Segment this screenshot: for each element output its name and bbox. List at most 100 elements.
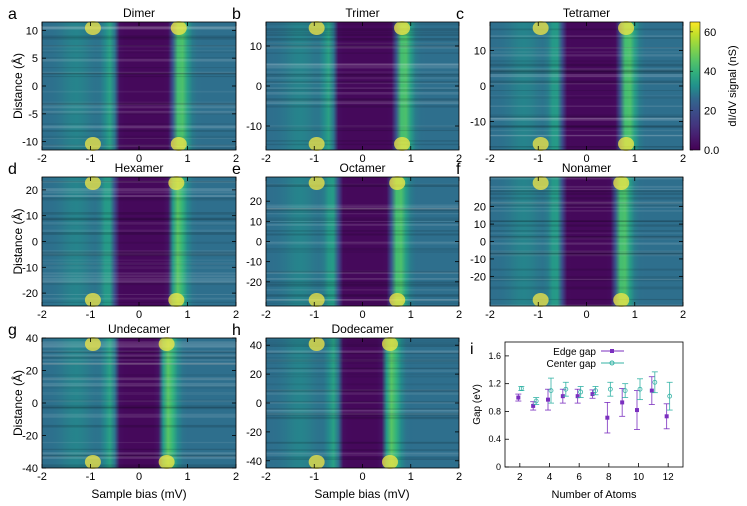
x-tick-label: -1 — [309, 471, 319, 483]
x-tick-label: -1 — [533, 153, 543, 165]
y-tick-label: 10 — [26, 211, 38, 223]
panel-letter: i — [470, 341, 474, 358]
heatmap-image — [266, 338, 459, 468]
y-tick-label: -20 — [22, 288, 38, 300]
y-tick-label: -10 — [470, 117, 486, 129]
data-point — [605, 415, 610, 420]
y-tick-label: -10 — [246, 121, 262, 133]
end-peaks — [532, 21, 635, 151]
x-tick-label: -1 — [533, 309, 543, 321]
panel-g: -2 -1 0 1 2 40 20 0 -20 -40 Undecamer g — [8, 322, 239, 483]
colorbar: 60 40 20 0.0 dI/dV signal (nS) — [689, 21, 739, 157]
panel-h: -2 -1 0 1 2 40 20 0 -20 -40 Dodecamer h — [232, 322, 462, 483]
end-peaks — [84, 21, 187, 151]
panel-letter: h — [232, 322, 241, 339]
panel-title: Dodecamer — [331, 322, 393, 336]
data-point — [563, 386, 569, 392]
x-tick-label: 0 — [583, 309, 589, 321]
data-point — [593, 388, 598, 394]
data-point — [664, 414, 669, 419]
data-point — [518, 386, 524, 391]
x-tick-label: -1 — [309, 309, 319, 321]
x-tick-label: 12 — [663, 472, 675, 483]
colorbar-label: dI/dV signal (nS) — [727, 45, 739, 126]
heatmap-texture — [42, 25, 236, 150]
x-tick-label: 8 — [606, 472, 612, 483]
data-point — [546, 397, 550, 402]
heatmap-image — [490, 22, 683, 150]
y-tick-label: 20 — [26, 185, 38, 197]
x-tick-label: 1 — [632, 309, 638, 321]
data-point — [649, 388, 654, 393]
end-peaks — [308, 176, 406, 307]
y-tick-label: 1.2 — [488, 379, 501, 389]
heatmap-texture — [490, 28, 683, 148]
colorbar-tick-label: 40 — [704, 66, 716, 78]
colorbar-tick-label: 0.0 — [704, 145, 719, 157]
x-tick-label: -2 — [37, 471, 47, 483]
y-tick-label: 0 — [256, 81, 262, 93]
panel-letter: f — [456, 161, 461, 178]
y-tick-label: 0 — [32, 81, 38, 93]
x-tick-label: 0 — [359, 153, 365, 165]
end-peaks — [84, 176, 185, 307]
data-point — [578, 389, 584, 395]
heatmap-image — [266, 22, 459, 150]
y-tick-label: 40 — [250, 340, 262, 352]
data-point — [575, 394, 580, 399]
heatmap-texture — [266, 339, 459, 469]
y-tick-label: 0 — [480, 81, 486, 93]
heatmap-texture — [42, 180, 236, 303]
data-point — [667, 393, 673, 399]
x-tick-label: 2 — [680, 309, 686, 321]
data-point — [533, 398, 539, 404]
colorbar-gradient — [689, 21, 701, 151]
y-tick-label: -20 — [246, 427, 262, 439]
x-tick-label: 2 — [456, 153, 462, 165]
y-tick-label: -20 — [470, 271, 486, 283]
x-tick-label: -2 — [485, 153, 495, 165]
colorbar-tick-label: 60 — [704, 27, 716, 39]
x-tick-label: 2 — [233, 471, 239, 483]
data-point — [607, 386, 613, 392]
x-tick-label: -1 — [86, 471, 96, 483]
end-peaks — [308, 21, 411, 151]
panel-title: Hexamer — [115, 161, 164, 175]
panel-letter: d — [8, 161, 17, 178]
heatmap-image — [42, 338, 236, 468]
y-tick-label: -10 — [22, 262, 38, 274]
y-tick-label: -5 — [28, 109, 38, 121]
x-tick-label: -1 — [86, 153, 96, 165]
x-tick-label: -2 — [37, 309, 47, 321]
y-tick-label: -40 — [246, 456, 262, 468]
legend-label: Center gap — [547, 359, 597, 370]
y-tick-label: -10 — [470, 254, 486, 266]
x-tick-label: 2 — [233, 153, 239, 165]
y-tick-label: -10 — [246, 257, 262, 269]
heatmap-texture — [42, 341, 236, 469]
y-tick-label: -10 — [22, 137, 38, 149]
x-tick-label: 1 — [184, 153, 190, 165]
panel-letter: a — [8, 6, 17, 23]
x-tick-label: -2 — [485, 309, 495, 321]
x-tick-label: -2 — [261, 309, 271, 321]
x-tick-label: -1 — [86, 309, 96, 321]
x-tick-label: -2 — [261, 153, 271, 165]
y-tick-label: 1.6 — [488, 351, 501, 361]
x-tick-label: 1 — [632, 153, 638, 165]
colorbar-tick-label: 20 — [704, 106, 716, 118]
y-tick-label: -20 — [246, 277, 262, 289]
x-tick-label: 0 — [136, 471, 142, 483]
data-point — [635, 408, 639, 413]
x-tick-label: 0 — [359, 309, 365, 321]
y-tick-label: 0.8 — [488, 406, 501, 416]
y-tick-label: 5 — [32, 53, 38, 65]
y-tick-label: 20 — [26, 366, 38, 378]
x-tick-label: -2 — [37, 153, 47, 165]
panel-letter: c — [456, 6, 464, 23]
y-tick-label: 20 — [474, 202, 486, 214]
